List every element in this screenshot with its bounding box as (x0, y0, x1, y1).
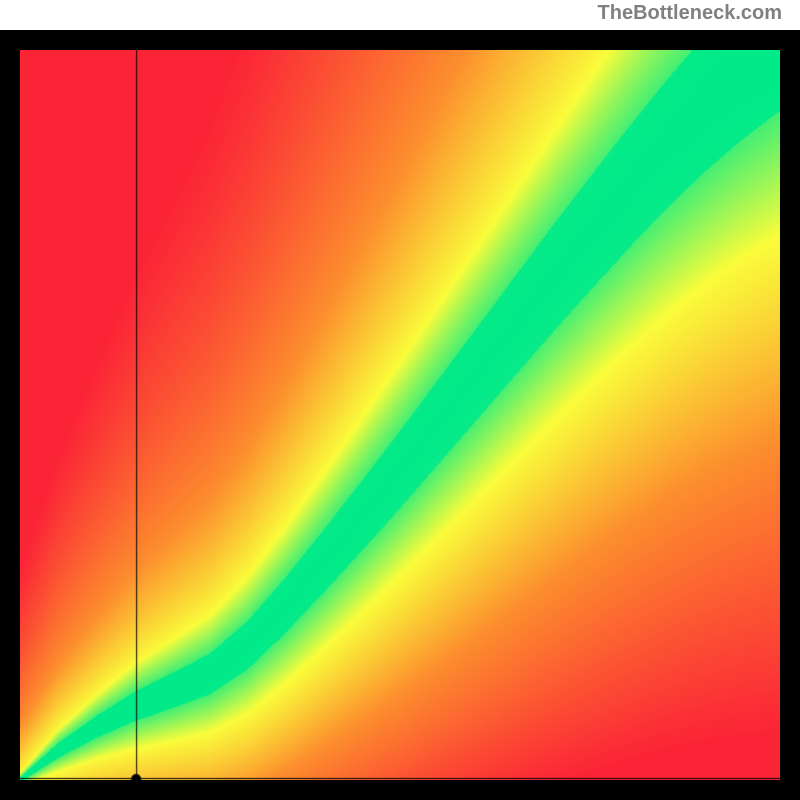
chart-border-right (780, 30, 800, 800)
watermark-text: TheBottleneck.com (598, 2, 782, 25)
chart-container: TheBottleneck.com (0, 0, 800, 800)
chart-border-bottom (0, 780, 800, 800)
chart-border-left (0, 30, 20, 800)
crosshair-overlay (20, 50, 780, 780)
chart-border-top (0, 30, 800, 50)
